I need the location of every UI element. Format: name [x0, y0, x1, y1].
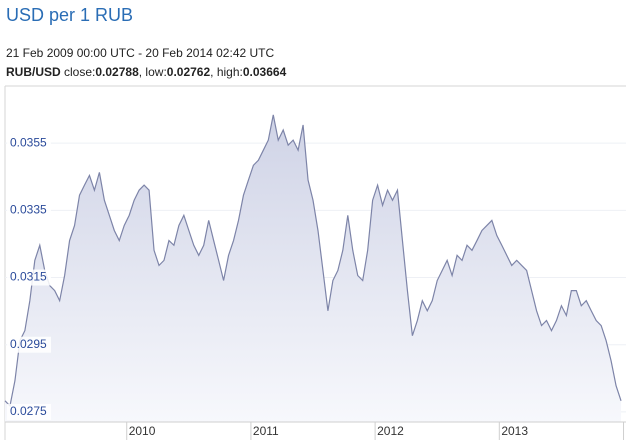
x-tick-label: 2013	[501, 424, 528, 438]
y-tick-label: 0.0275	[10, 404, 47, 418]
stat-label: , high:	[210, 65, 243, 79]
x-tick-label: 2010	[129, 424, 156, 438]
stat-value: 0.03664	[243, 65, 287, 79]
stat-label: , low:	[139, 65, 167, 79]
area-fill	[5, 114, 622, 423]
stat-value: 0.02762	[167, 65, 211, 79]
y-tick-label-bg	[7, 336, 51, 353]
y-tick-label-bg	[7, 269, 51, 286]
y-tick-label-bg	[7, 135, 51, 152]
x-tick-label: 2012	[377, 424, 404, 438]
y-tick-label: 0.0335	[10, 202, 47, 216]
y-tick-label-bg	[7, 403, 51, 420]
y-tick-label: 0.0355	[10, 135, 47, 149]
stat-label: close:	[64, 65, 95, 79]
y-tick-label: 0.0315	[10, 270, 47, 284]
date-range: 21 Feb 2009 00:00 UTC - 20 Feb 2014 02:4…	[6, 46, 274, 60]
y-tick-label: 0.0295	[10, 337, 47, 351]
stats-line: RUB/USD close:0.02788, low:0.02762, high…	[6, 65, 287, 79]
price-line	[4, 114, 622, 408]
pair: RUB/USD	[6, 65, 61, 79]
y-tick-label-bg	[7, 202, 51, 219]
chart-title: USD per 1 RUB	[6, 5, 133, 25]
stat-value: 0.02788	[95, 65, 139, 79]
x-tick-label: 2011	[253, 424, 279, 438]
